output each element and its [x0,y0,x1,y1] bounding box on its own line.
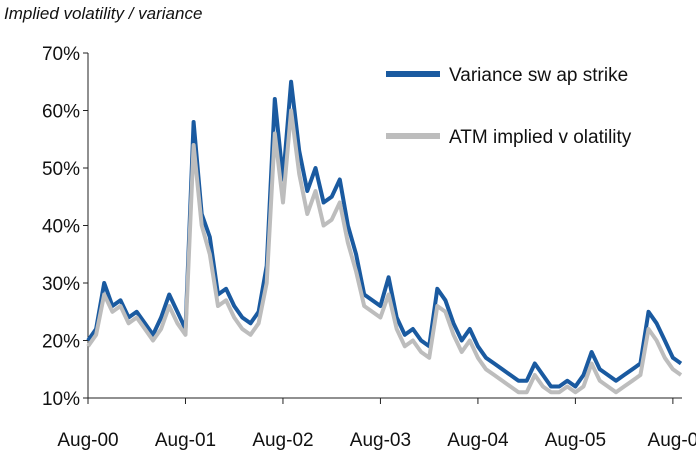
y-tick-label: 10% [42,389,80,410]
y-tick-label: 30% [42,274,80,295]
x-tick-label: Aug-0 [648,430,696,451]
x-tick-label: Aug-01 [155,430,216,451]
x-tick-label: Aug-02 [252,430,313,451]
legend: Variance sw ap strike ATM implied v olati… [386,65,632,148]
series-line-atm-implied-volatility [86,108,683,395]
y-tick-label: 60% [42,102,80,123]
legend-label-atm: ATM implied v olatility [449,127,632,148]
chart-title: Implied volatility / variance [4,4,203,23]
axes: 10% 20% 30% 40% 50% 60% 70% Aug-00 Aug-01 Aug-02 A… [42,44,696,451]
x-tick-label: Aug-00 [57,430,118,451]
y-tick-label: 20% [42,332,80,353]
x-tick-label: Aug-03 [350,430,411,451]
y-tick-label: 40% [42,217,80,238]
y-tick-label: 50% [42,159,80,180]
series-layer [86,79,683,395]
x-tick-label: Aug-04 [447,430,509,451]
legend-label-variance: Variance sw ap strike [449,65,628,86]
y-tick-label: 70% [42,44,80,65]
x-tick-label: Aug-05 [545,430,606,451]
